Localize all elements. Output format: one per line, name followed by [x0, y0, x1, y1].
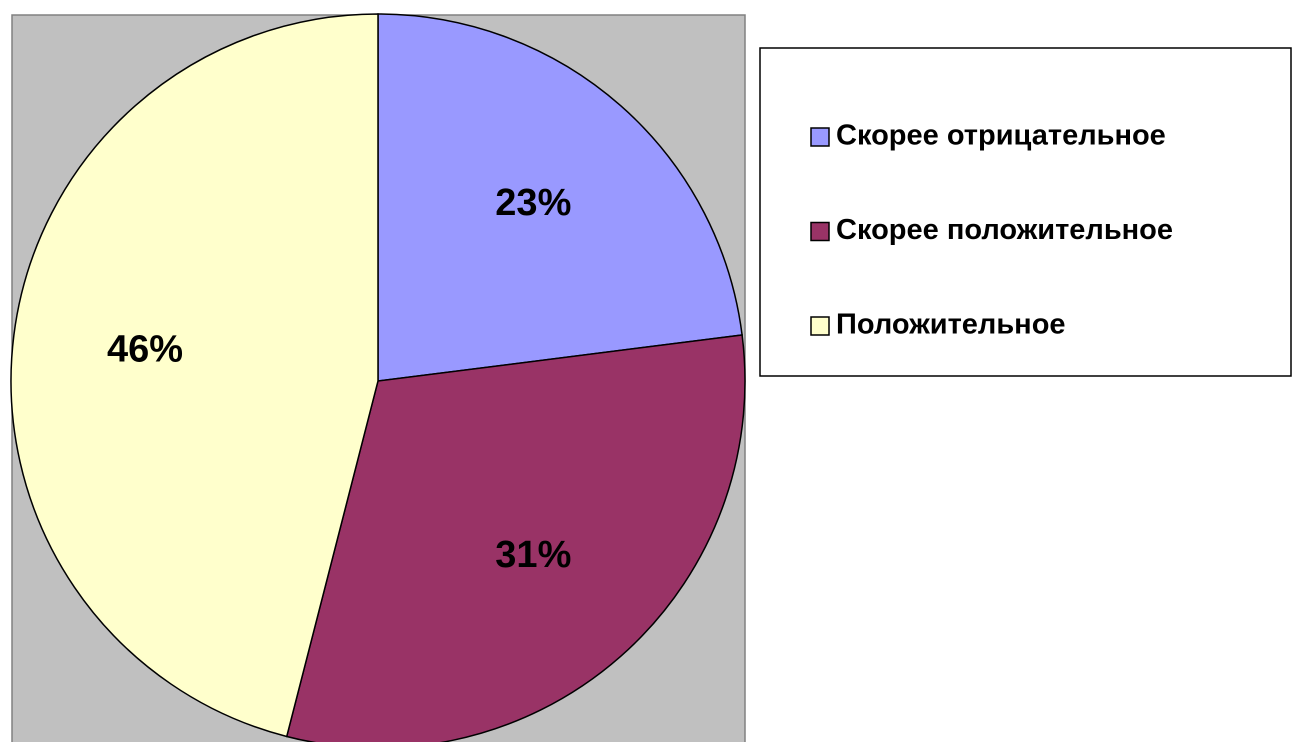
legend-box — [759, 47, 1292, 377]
legend-label: Положительное — [836, 309, 1066, 341]
pie-slice — [285, 334, 746, 742]
legend-label: Скорее отрицательное — [836, 120, 1166, 152]
legend-label: Скорее положительное — [836, 214, 1173, 246]
data-label: 23% — [495, 182, 571, 224]
legend-swatch — [810, 221, 830, 242]
data-label: 46% — [107, 329, 183, 371]
pie-slice — [377, 13, 743, 382]
pie-slice — [10, 13, 379, 738]
data-label: 31% — [495, 534, 571, 576]
legend-swatch — [810, 127, 830, 147]
legend-swatch — [810, 316, 830, 336]
